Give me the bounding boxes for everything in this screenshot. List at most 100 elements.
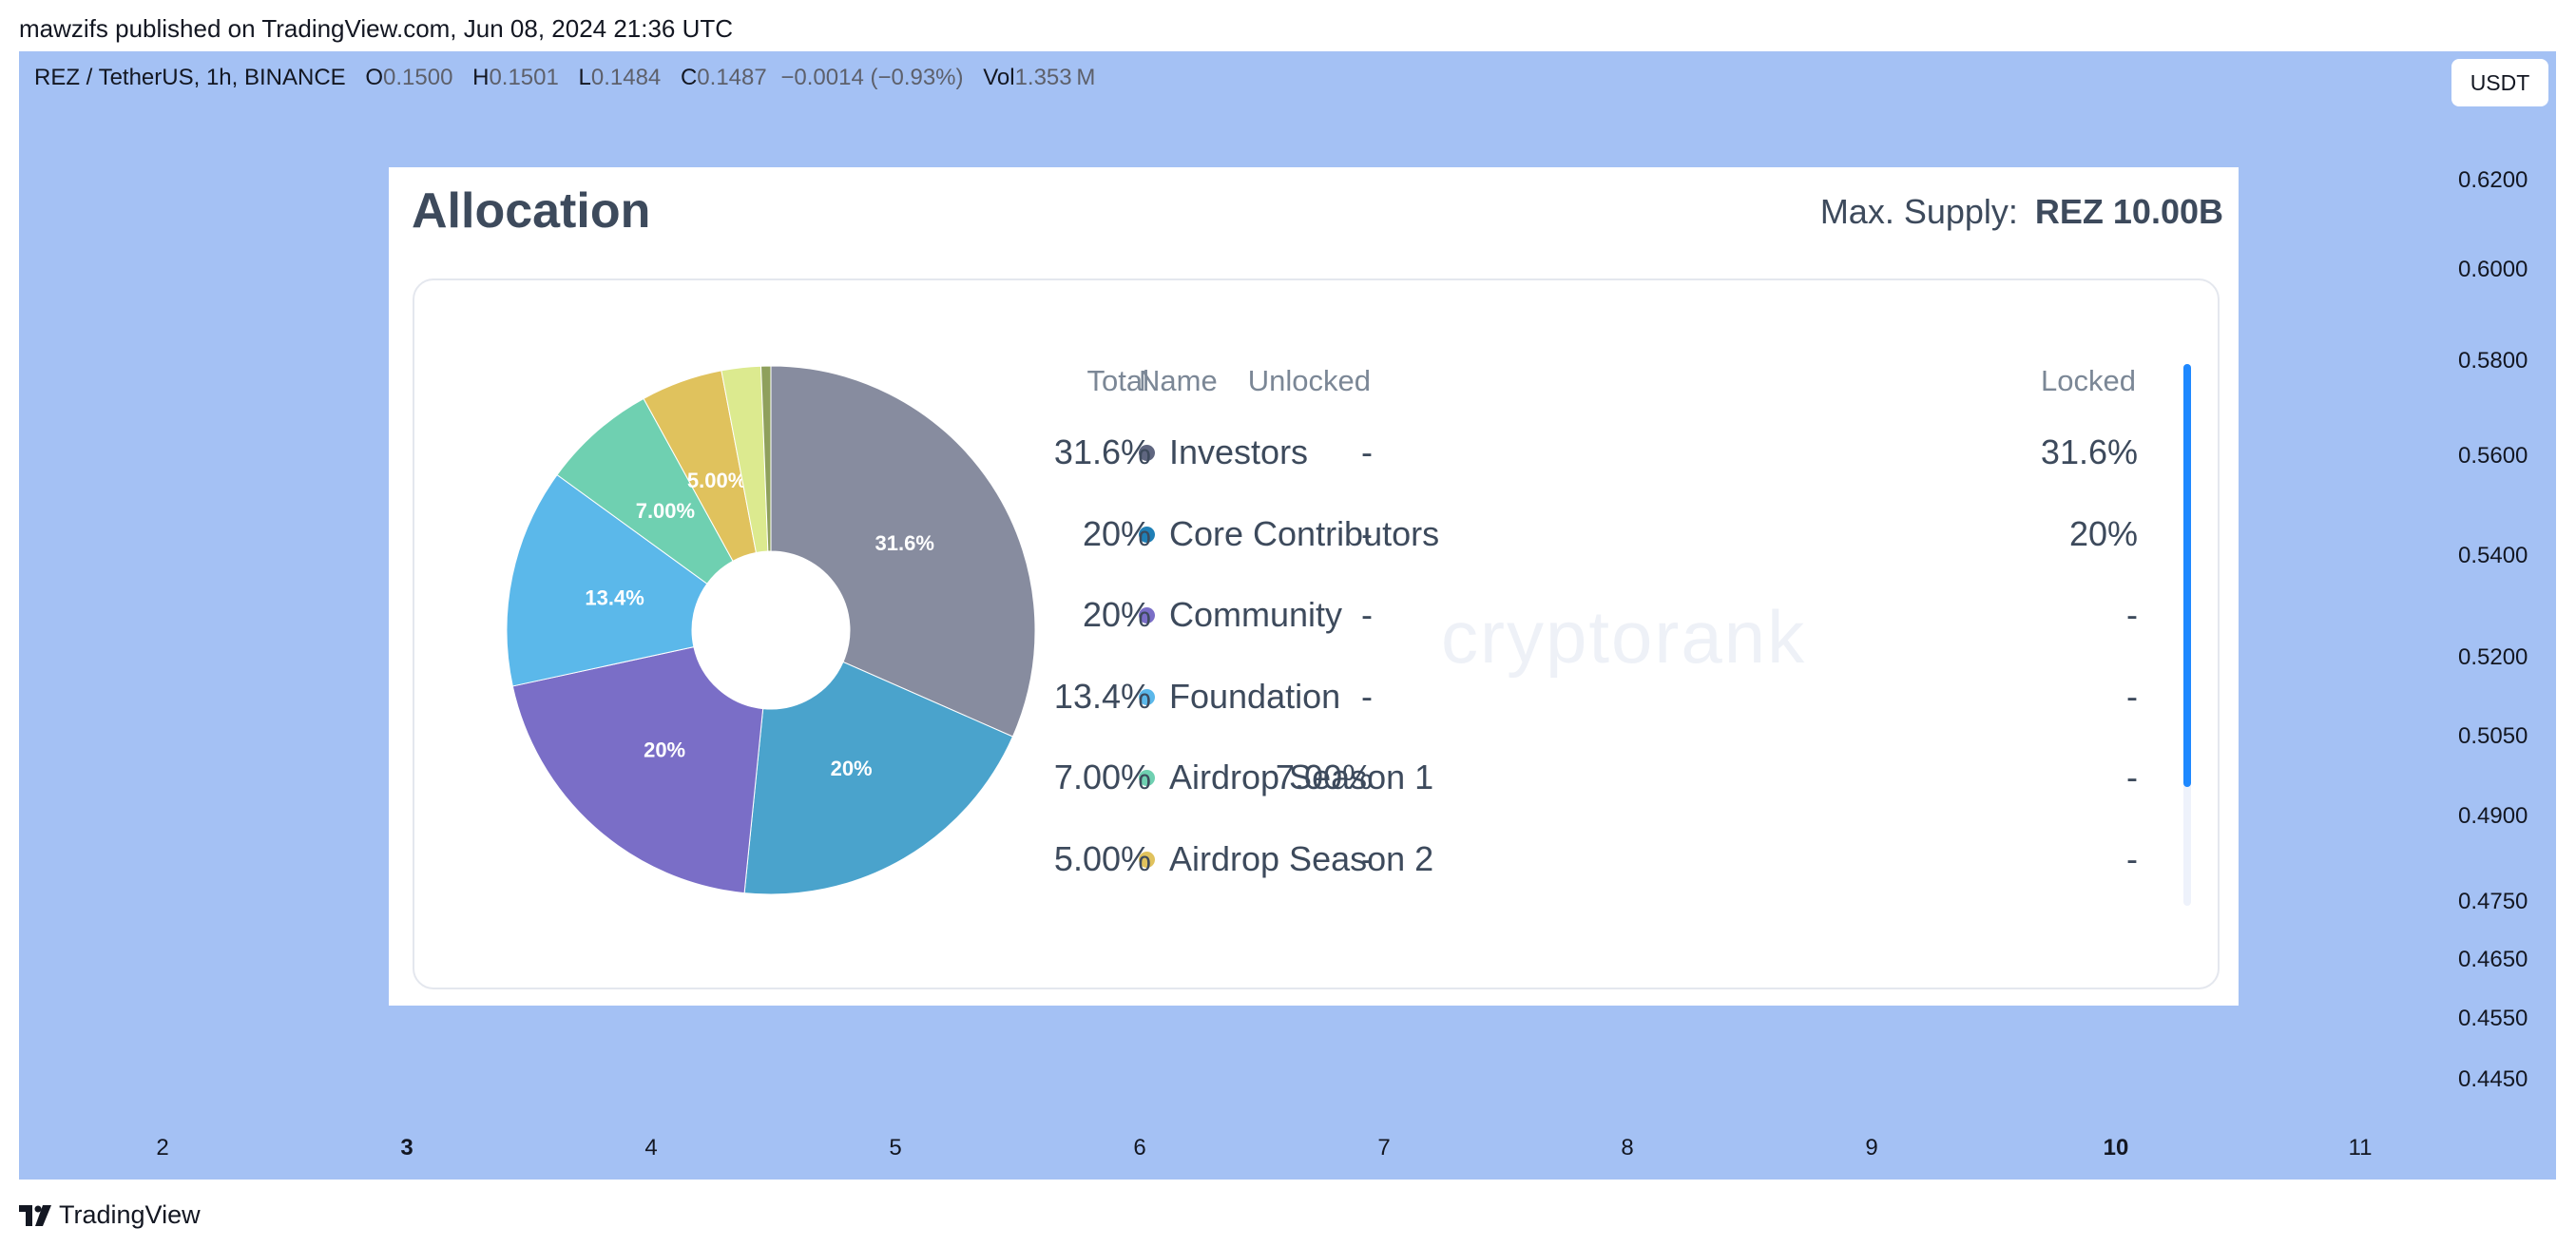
legend-dot: [1139, 526, 1155, 543]
row-name: Investors: [1169, 432, 1309, 471]
allocation-row[interactable]: Investors 31.6% - 31.6%: [414, 425, 2138, 482]
price-axis[interactable]: 0.6200 0.6000 0.5800 0.5600 0.5400 0.5200 0.50…: [2458, 51, 2553, 1180]
row-unlocked: -: [1361, 513, 1373, 553]
pie-slice[interactable]: [506, 473, 708, 687]
scrollbar-thumb[interactable]: [2183, 364, 2191, 787]
row-total: 13.4%: [1053, 676, 1151, 716]
allocation-card: Allocation Max. Supply: REZ 10.00B crypto…: [389, 167, 2239, 1006]
row-name: Core Contributors: [1169, 513, 1440, 553]
time-tick: 6: [1133, 1135, 1146, 1161]
time-tick: 11: [2348, 1135, 2373, 1161]
row-total: 5.00%: [1053, 838, 1151, 878]
low-value: 0.1484: [590, 65, 662, 90]
row-unlocked: -: [1361, 676, 1373, 716]
row-name: Airdrop Season 2: [1169, 838, 1434, 878]
max-supply: Max. Supply: REZ 10.00B: [1820, 192, 2223, 232]
pie-slice[interactable]: [760, 365, 772, 552]
column-header-locked[interactable]: Locked: [2041, 364, 2136, 397]
close-label: C: [680, 65, 698, 90]
allocation-row[interactable]: Community 20% - -: [414, 587, 2138, 644]
row-locked: -: [2126, 758, 2138, 796]
high-value: 0.1501: [489, 65, 559, 90]
price-tick: 0.4900: [2458, 803, 2528, 829]
max-supply-label: Max. Supply:: [1819, 192, 2018, 231]
row-unlocked: 7.00%: [1275, 758, 1373, 796]
row-unlocked: -: [1361, 432, 1373, 471]
price-tick: 0.4750: [2458, 889, 2528, 914]
symbol-info-bar: REZ / TetherUS, 1h, BINANCE O0.1500 H0.1…: [34, 65, 1095, 91]
currency-button[interactable]: USDT: [2451, 59, 2548, 106]
time-tick: 5: [889, 1135, 902, 1161]
high-label: H: [472, 65, 490, 90]
open-label: O: [365, 65, 384, 90]
price-tick: 0.5600: [2458, 443, 2528, 469]
pie-slice[interactable]: [743, 661, 1014, 895]
pie-slice[interactable]: [511, 646, 764, 894]
volume-label: Vol: [983, 65, 1015, 90]
time-tick: 4: [644, 1135, 658, 1161]
slice-label: 20%: [644, 738, 685, 761]
slice-label: 13.4%: [585, 585, 644, 609]
max-supply-value: REZ 10.00B: [2034, 192, 2223, 231]
price-tick: 0.5800: [2458, 348, 2528, 374]
time-tick: 9: [1865, 1135, 1878, 1161]
column-header-total[interactable]: Total: [1086, 364, 1149, 397]
row-unlocked: -: [1361, 838, 1373, 878]
price-tick: 0.6200: [2458, 167, 2528, 193]
allocation-title: Allocation: [412, 183, 651, 239]
slice-label: 5.00%: [687, 469, 746, 492]
slice-label: 31.6%: [875, 531, 934, 555]
row-locked: 31.6%: [2040, 432, 2138, 471]
low-label: L: [578, 65, 591, 90]
symbol-title[interactable]: REZ / TetherUS, 1h, BINANCE: [34, 65, 346, 90]
chart-pane[interactable]: REZ / TetherUS, 1h, BINANCE O0.1500 H0.1…: [19, 51, 2556, 1180]
price-tick: 0.4650: [2458, 947, 2528, 972]
row-total: 20%: [1082, 595, 1151, 634]
volume-value: 1.353 M: [1014, 65, 1096, 90]
slice-label: 7.00%: [636, 499, 695, 523]
allocation-row[interactable]: Foundation 13.4% - -: [414, 669, 2138, 726]
price-tick: 0.5050: [2458, 723, 2528, 749]
row-locked: -: [2126, 838, 2138, 878]
time-tick: 3: [400, 1135, 413, 1161]
allocation-row[interactable]: Airdrop Season 1 7.00% 7.00% -: [414, 750, 2138, 807]
allocation-row[interactable]: Core Contributors 20% - 20%: [414, 507, 2138, 564]
row-total: 7.00%: [1053, 758, 1151, 796]
allocation-panel: cryptorank 31.6% 20% 20% 13.4% 7.00% 5.00% Na…: [413, 278, 2220, 989]
time-tick: 7: [1377, 1135, 1391, 1161]
price-tick: 0.4450: [2458, 1066, 2528, 1092]
legend-dot: [1139, 607, 1155, 624]
row-name: Community: [1169, 595, 1343, 634]
allocation-donut-chart: 31.6% 20% 20% 13.4% 7.00% 5.00%: [506, 365, 1036, 895]
row-name: Foundation: [1169, 676, 1341, 716]
column-header-unlocked[interactable]: Unlocked: [1247, 364, 1371, 397]
publish-line: mawzifs published on TradingView.com, Ju…: [19, 14, 734, 43]
row-name: Airdrop Season 1: [1169, 758, 1434, 796]
price-tick: 0.5200: [2458, 644, 2528, 670]
time-tick: 2: [156, 1135, 169, 1161]
row-unlocked: -: [1361, 595, 1373, 634]
row-locked: -: [2126, 676, 2138, 716]
time-axis[interactable]: 2 3 4 5 6 7 8 9 10 11: [19, 1135, 2556, 1173]
tradingview-brand[interactable]: TradingView: [19, 1200, 201, 1230]
legend-dot: [1139, 688, 1155, 705]
table-scrollbar[interactable]: [2183, 364, 2191, 906]
close-value: 0.1487: [697, 65, 767, 90]
row-locked: 20%: [2068, 513, 2138, 553]
price-tick: 0.5400: [2458, 543, 2528, 568]
allocation-row[interactable]: Airdrop Season 2 5.00% - -: [414, 832, 2138, 889]
row-total: 20%: [1082, 513, 1151, 553]
cryptorank-watermark: cryptorank: [1441, 595, 1807, 679]
row-locked: -: [2126, 595, 2138, 634]
pie-slice[interactable]: [770, 365, 1036, 738]
time-tick: 8: [1621, 1135, 1634, 1161]
legend-dot: [1139, 851, 1155, 868]
column-header-name[interactable]: Name: [1139, 364, 1218, 397]
tradingview-logo-icon: [19, 1204, 51, 1226]
row-total: 31.6%: [1053, 432, 1151, 471]
price-change: −0.0014 (−0.93%): [780, 65, 964, 90]
tradingview-brand-text: TradingView: [59, 1200, 201, 1229]
price-tick: 0.4550: [2458, 1006, 2528, 1031]
legend-dot: [1139, 770, 1155, 786]
legend-dot: [1139, 445, 1155, 461]
